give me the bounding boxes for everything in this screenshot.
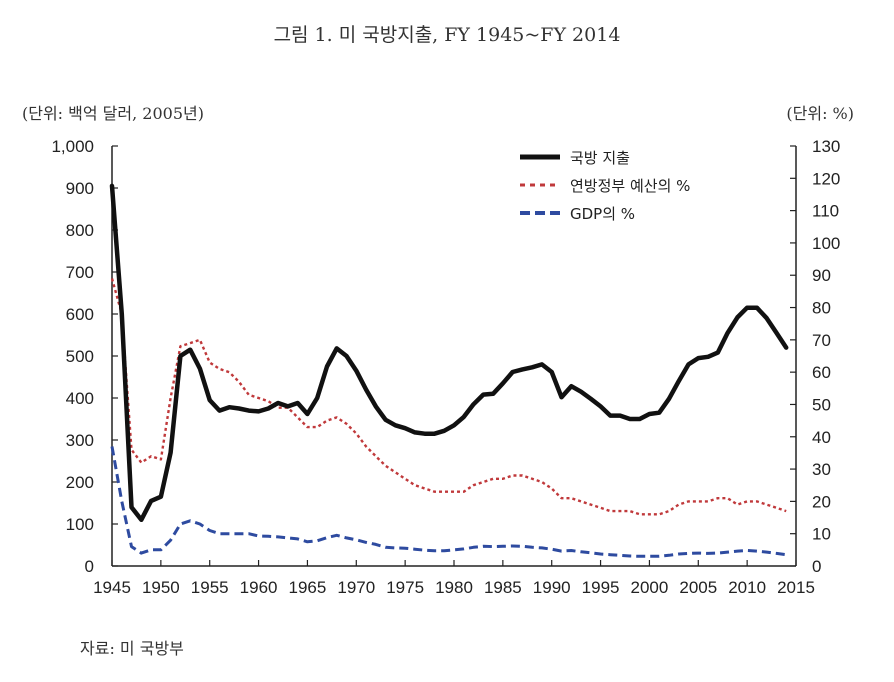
left-tick-label: 200 [66,473,94,492]
left-tick-label: 500 [66,347,94,366]
left-tick-label: 700 [66,263,94,282]
left-tick-label: 400 [66,389,94,408]
x-tick-label: 1980 [435,578,473,597]
chart-title: 그림 1. 미 국방지출, FY 1945~FY 2014 [273,24,621,46]
series-line-0 [109,183,789,523]
source-note: 자료: 미 국방부 [80,639,184,658]
series-line-1 [110,278,787,516]
left-tick-label: 100 [66,515,94,534]
left-axis-unit: (단위: 백억 달러, 2005년) [22,104,204,123]
x-tick-label: 1995 [582,578,620,597]
right-tick-label: 120 [812,169,840,188]
right-tick-label: 100 [812,234,840,253]
right-tick-label: 0 [812,557,821,576]
x-tick-label: 1960 [240,578,278,597]
x-tick-label: 2010 [728,578,766,597]
right-tick-label: 90 [812,266,831,285]
left-tick-label: 800 [66,221,94,240]
x-tick-label: 1985 [484,578,522,597]
left-tick-label: 600 [66,305,94,324]
legend-label-0: 국방 지출 [570,149,630,167]
x-tick-label: 1965 [289,578,327,597]
right-tick-label: 130 [812,137,840,156]
x-tick-label: 1990 [533,578,571,597]
x-tick-label: 1955 [191,578,229,597]
right-tick-label: 80 [812,299,831,318]
right-tick-label: 10 [812,525,831,544]
x-tick-label: 2000 [631,578,669,597]
right-tick-label: 70 [812,331,831,350]
right-tick-label: 40 [812,428,831,447]
x-tick-label: 1970 [337,578,375,597]
right-tick-label: 30 [812,460,831,479]
x-tick-label: 2005 [679,578,717,597]
series-line-2 [110,446,787,558]
right-tick-label: 50 [812,395,831,414]
left-tick-label: 0 [85,557,94,576]
right-tick-label: 110 [812,202,839,221]
left-tick-label: 1,000 [51,137,94,156]
x-tick-label: 1950 [142,578,180,597]
right-axis-unit: (단위: %) [786,104,854,123]
x-tick-label: 1945 [93,578,131,597]
left-tick-label: 900 [66,179,94,198]
right-tick-label: 60 [812,363,831,382]
x-tick-label: 2015 [777,578,815,597]
left-tick-label: 300 [66,431,94,450]
x-tick-label: 1975 [386,578,424,597]
legend-label-1: 연방정부 예산의 % [570,177,690,195]
right-tick-label: 20 [812,492,831,511]
legend-label-2: GDP의 % [570,205,635,223]
